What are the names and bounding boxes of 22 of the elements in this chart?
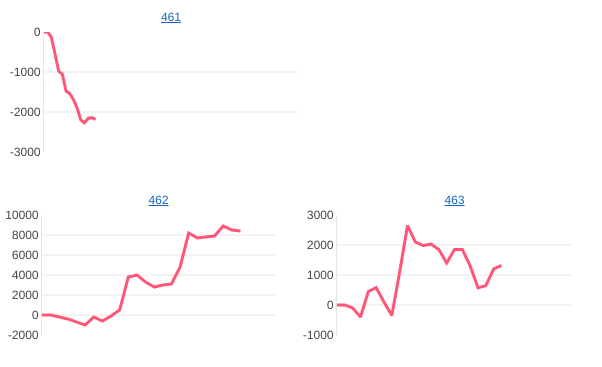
chart-title: 461 [160,10,182,24]
y-tick-label: -1000 [10,65,41,80]
chart-title: 462 [147,193,170,207]
y-tick-label: 6000 [12,248,39,262]
line-series [44,32,98,124]
y-tick-label: 2000 [306,238,334,252]
y-tick-label: -2000 [8,328,39,342]
line-series [337,224,503,318]
line-series [42,224,242,326]
y-tick-label: 0 [326,298,334,312]
y-tick-label: 2000 [12,288,39,302]
y-tick-label: 10000 [5,208,39,222]
y-tick-label: -2000 [10,105,41,120]
y-tick-label: 0 [32,308,39,322]
y-tick-label: 4000 [12,268,39,282]
y-tick-label: 8000 [12,228,39,242]
y-tick-label: 1000 [306,268,334,282]
y-tick-label: 3000 [306,208,334,222]
y-tick-label: -3000 [10,145,41,160]
y-tick-label: 0 [34,25,41,40]
chart-title: 463 [443,193,466,207]
y-tick-label: -1000 [302,328,334,342]
